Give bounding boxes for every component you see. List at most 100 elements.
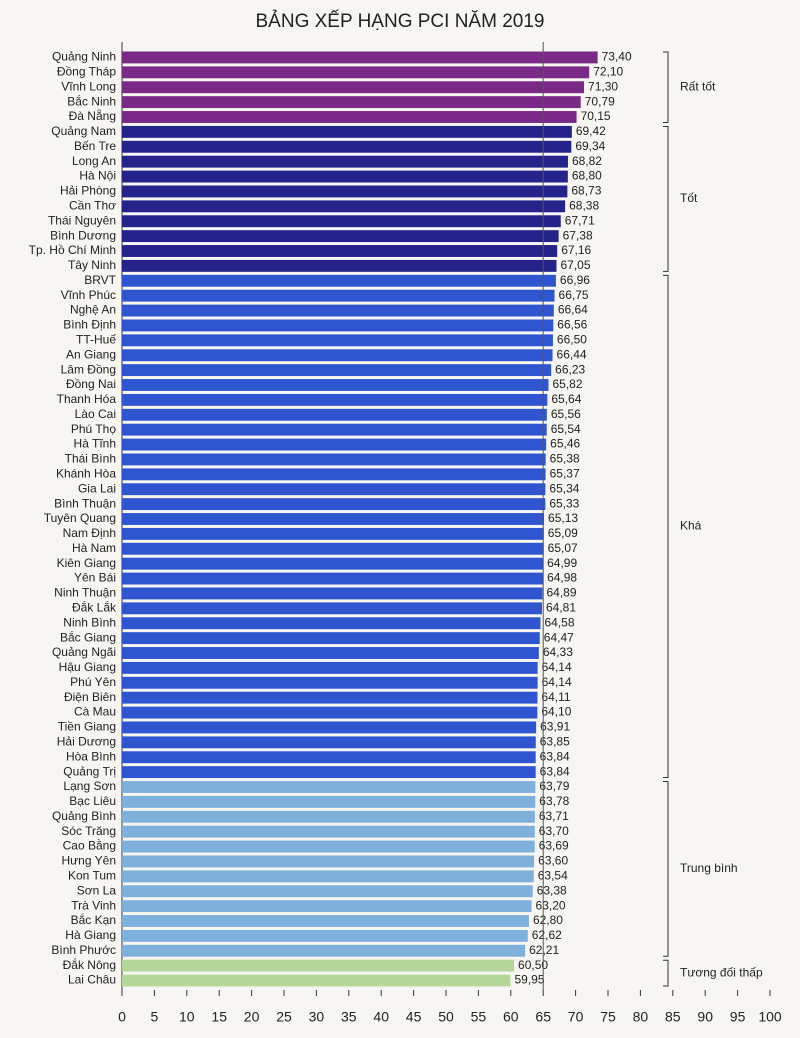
category-label: Quảng Trị <box>63 764 116 778</box>
bar <box>122 647 539 659</box>
category-label: Sơn La <box>77 883 117 897</box>
bar <box>122 885 533 898</box>
group-bracket <box>663 274 669 779</box>
bar <box>122 825 535 838</box>
category-label: Bình Dương <box>50 228 116 242</box>
category-label: Kiên Giang <box>57 556 116 570</box>
value-label: 65,82 <box>553 377 583 391</box>
x-tick-label: 65 <box>535 1009 551 1025</box>
bar <box>122 319 554 332</box>
bar <box>122 810 535 823</box>
bar <box>122 111 577 123</box>
bar <box>122 557 544 570</box>
value-label: 63,20 <box>536 898 566 912</box>
group-bracket <box>663 125 669 272</box>
category-label: Bình Thuận <box>54 496 116 510</box>
bar <box>122 513 545 525</box>
group-bracket <box>663 781 669 957</box>
value-label: 63,70 <box>539 824 569 838</box>
x-tick-label: 40 <box>373 1009 389 1025</box>
value-label: 65,34 <box>549 481 579 495</box>
category-label: Vĩnh Long <box>61 79 116 93</box>
bar <box>122 408 547 421</box>
category-label: Quảng Ninh <box>52 50 116 64</box>
value-label: 64,14 <box>542 675 572 689</box>
bar <box>122 870 534 883</box>
value-label: 62,80 <box>533 913 563 927</box>
value-label: 63,84 <box>540 749 570 763</box>
value-label: 70,79 <box>585 94 615 108</box>
bar <box>122 304 554 317</box>
bar <box>122 66 590 79</box>
chart-title: BẢNG XẾP HẠNG PCI NĂM 2019 <box>256 10 545 32</box>
x-tick-label: 60 <box>503 1009 519 1025</box>
legend-label: Trung bình <box>680 861 738 875</box>
bar <box>122 542 544 555</box>
category-label: Nghệ An <box>70 303 116 317</box>
x-tick-label: 25 <box>276 1009 292 1025</box>
category-label: Hòa Bình <box>66 749 116 763</box>
bar <box>122 900 532 913</box>
category-label: Hà Tĩnh <box>74 437 116 451</box>
category-label: Bình Phước <box>51 943 116 957</box>
bar <box>122 289 555 302</box>
x-tick-label: 85 <box>665 1009 681 1025</box>
value-label: 63,91 <box>540 720 570 734</box>
bar <box>122 81 585 94</box>
x-tick-label: 80 <box>633 1009 649 1025</box>
category-label: Quảng Ngãi <box>52 645 116 659</box>
category-label: Yên Bái <box>74 571 116 585</box>
x-tick-label: 45 <box>406 1009 422 1025</box>
bar <box>122 974 511 987</box>
bar <box>122 676 538 689</box>
category-label: Bến Tre <box>74 139 116 153</box>
bar <box>122 379 549 391</box>
category-label: Quảng Bình <box>52 809 116 823</box>
category-label: Hà Giang <box>65 928 116 942</box>
category-label: BRVT <box>84 273 116 287</box>
category-label: Lâm Đồng <box>61 362 116 376</box>
x-tick-label: 15 <box>211 1009 227 1025</box>
x-tick-label: 70 <box>568 1009 584 1025</box>
category-label: Phú Yên <box>70 675 116 689</box>
value-label: 64,99 <box>547 556 577 570</box>
value-label: 67,05 <box>560 258 590 272</box>
category-label: Hải Phòng <box>60 184 116 198</box>
x-tick-label: 0 <box>118 1009 126 1025</box>
category-label: Lạng Sơn <box>63 779 116 793</box>
x-tick-label: 20 <box>244 1009 260 1025</box>
x-tick-label: 100 <box>758 1009 782 1025</box>
bar <box>122 438 547 451</box>
value-label: 64,58 <box>544 615 574 629</box>
category-label: TT-Huế <box>76 333 116 347</box>
value-label: 63,54 <box>538 869 568 883</box>
category-label: Long An <box>72 154 116 168</box>
category-label: Sóc Trăng <box>61 824 116 838</box>
value-label: 66,75 <box>559 288 589 302</box>
bar <box>122 661 538 674</box>
category-label: Cà Mau <box>74 705 116 719</box>
value-label: 65,13 <box>548 511 578 525</box>
category-label: Lai Châu <box>68 973 116 987</box>
category-label: Hà Nội <box>79 169 116 183</box>
value-label: 65,56 <box>551 407 581 421</box>
bar <box>122 736 536 749</box>
value-label: 65,07 <box>548 541 578 555</box>
value-label: 69,34 <box>575 139 605 153</box>
value-label: 63,79 <box>539 779 569 793</box>
category-label: Đắk Lắk <box>72 600 117 615</box>
value-label: 68,80 <box>572 169 602 183</box>
bar <box>122 453 546 466</box>
bar <box>122 706 538 719</box>
bar <box>122 230 559 243</box>
value-label: 63,78 <box>539 794 569 808</box>
category-label: Gia Lai <box>78 481 116 495</box>
value-label: 72,10 <box>593 65 623 79</box>
bar <box>122 155 568 168</box>
x-tick-label: 90 <box>697 1009 713 1025</box>
category-label: Bình Định <box>63 318 116 332</box>
bar <box>122 781 536 793</box>
bar <box>122 274 556 287</box>
bar <box>122 602 542 615</box>
x-tick-label: 75 <box>600 1009 616 1025</box>
